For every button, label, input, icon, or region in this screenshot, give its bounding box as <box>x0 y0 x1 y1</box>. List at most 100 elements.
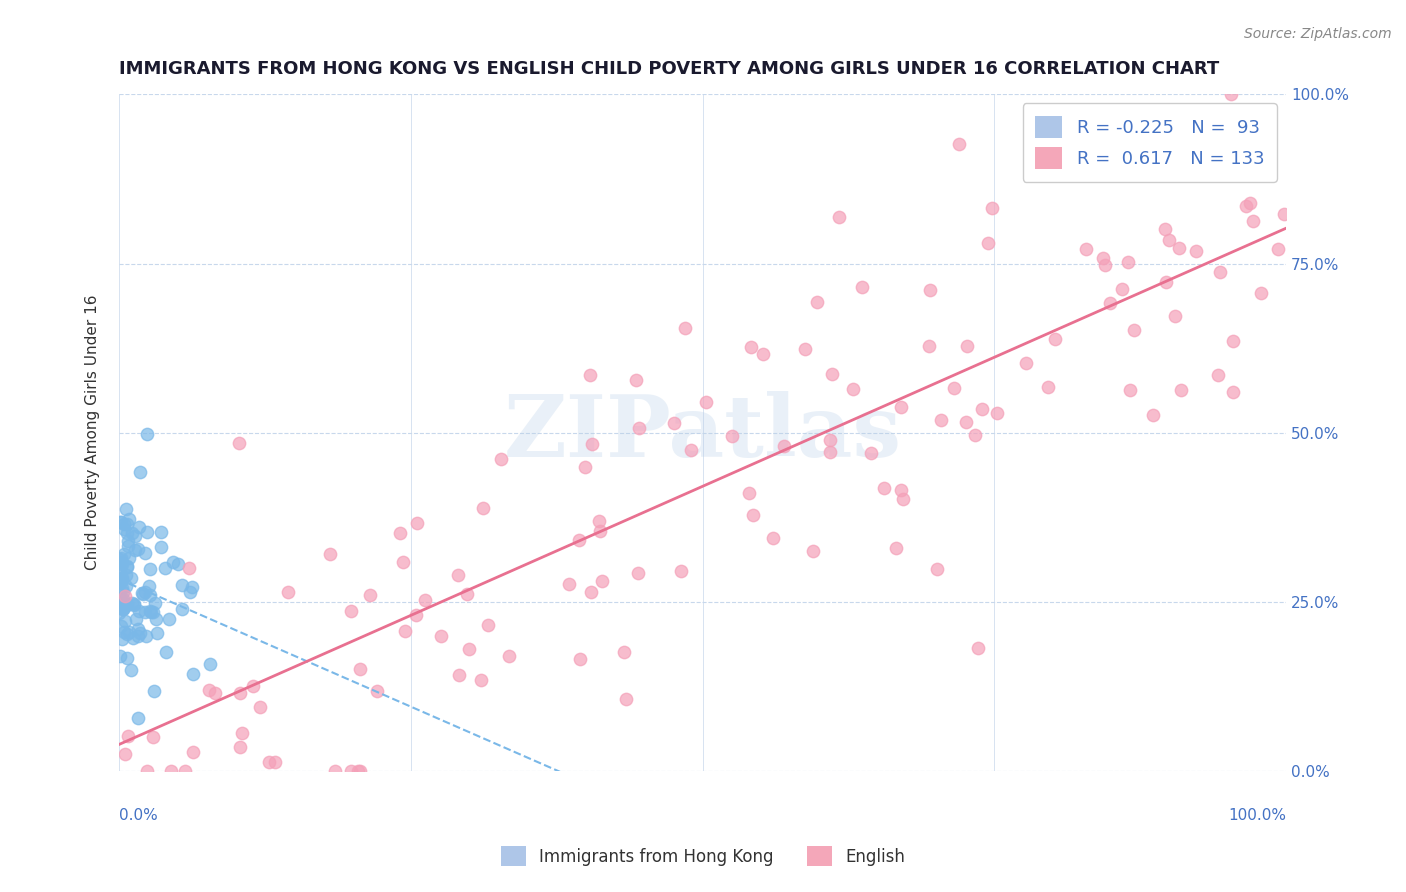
Point <box>347 764 370 778</box>
Point <box>925 562 948 576</box>
Point <box>112 625 135 640</box>
Point <box>277 584 299 599</box>
Point <box>135 525 157 540</box>
Point <box>1094 258 1116 272</box>
Point <box>449 668 471 682</box>
Point <box>108 551 131 566</box>
Point <box>111 582 134 596</box>
Point <box>117 551 139 566</box>
Point <box>738 486 761 500</box>
Point <box>920 283 942 297</box>
Point <box>115 558 138 573</box>
Point <box>112 602 135 616</box>
Point <box>115 560 138 574</box>
Text: 0.0%: 0.0% <box>120 808 157 823</box>
Point <box>179 561 201 575</box>
Point <box>228 436 250 450</box>
Point <box>1241 214 1264 228</box>
Point <box>568 652 591 666</box>
Point <box>662 416 685 430</box>
Point <box>801 543 824 558</box>
Point <box>1206 368 1229 382</box>
Point <box>181 580 204 594</box>
Point <box>820 433 842 447</box>
Point <box>340 764 363 778</box>
Point <box>135 629 157 643</box>
Point <box>1154 221 1177 235</box>
Point <box>579 368 602 382</box>
Point <box>1123 323 1146 337</box>
Point <box>111 557 134 571</box>
Point <box>966 641 988 656</box>
Point <box>884 541 907 556</box>
Point <box>139 562 162 576</box>
Point <box>204 686 226 700</box>
Point <box>122 631 145 645</box>
Point <box>134 605 156 619</box>
Point <box>110 555 132 569</box>
Point <box>977 235 1000 250</box>
Point <box>127 622 149 636</box>
Point <box>1274 207 1296 221</box>
Point <box>591 574 613 589</box>
Text: ZIPatlas: ZIPatlas <box>503 391 901 475</box>
Point <box>117 729 139 743</box>
Point <box>842 382 865 396</box>
Point <box>134 585 156 599</box>
Point <box>111 584 134 599</box>
Point <box>392 555 415 569</box>
Point <box>114 614 136 628</box>
Point <box>1076 242 1098 256</box>
Text: 100.0%: 100.0% <box>1227 808 1286 823</box>
Point <box>111 571 134 585</box>
Point <box>1142 409 1164 423</box>
Point <box>150 541 173 555</box>
Point <box>145 612 167 626</box>
Point <box>179 585 201 599</box>
Point <box>1222 384 1244 399</box>
Point <box>117 516 139 531</box>
Point <box>413 592 436 607</box>
Point <box>128 520 150 534</box>
Point <box>124 597 146 611</box>
Point <box>155 645 177 659</box>
Point <box>918 338 941 352</box>
Point <box>128 604 150 618</box>
Text: Source: ZipAtlas.com: Source: ZipAtlas.com <box>1244 27 1392 41</box>
Point <box>498 648 520 663</box>
Point <box>136 764 159 778</box>
Point <box>1098 296 1121 310</box>
Point <box>721 429 744 443</box>
Point <box>114 579 136 593</box>
Point <box>231 726 253 740</box>
Point <box>319 547 342 561</box>
Point <box>117 533 139 548</box>
Point <box>447 568 470 582</box>
Point <box>931 413 953 427</box>
Point <box>1209 265 1232 279</box>
Point <box>112 547 135 561</box>
Point <box>1168 241 1191 255</box>
Point <box>626 373 648 387</box>
Point <box>127 629 149 643</box>
Point <box>477 618 499 632</box>
Point <box>349 662 371 676</box>
Point <box>129 626 152 640</box>
Point <box>117 526 139 541</box>
Text: IMMIGRANTS FROM HONG KONG VS ENGLISH CHILD POVERTY AMONG GIRLS UNDER 16 CORRELAT: IMMIGRANTS FROM HONG KONG VS ENGLISH CHI… <box>120 60 1219 78</box>
Point <box>1118 255 1140 269</box>
Point <box>627 566 650 580</box>
Y-axis label: Child Poverty Among Girls Under 16: Child Poverty Among Girls Under 16 <box>86 295 100 570</box>
Point <box>1111 282 1133 296</box>
Point <box>108 576 131 591</box>
Point <box>112 522 135 536</box>
Point <box>772 439 794 453</box>
Point <box>986 406 1008 420</box>
Point <box>121 596 143 610</box>
Point <box>132 587 155 601</box>
Point <box>366 684 388 698</box>
Point <box>742 508 765 523</box>
Point <box>112 602 135 616</box>
Point <box>127 542 149 557</box>
Point <box>955 415 977 429</box>
